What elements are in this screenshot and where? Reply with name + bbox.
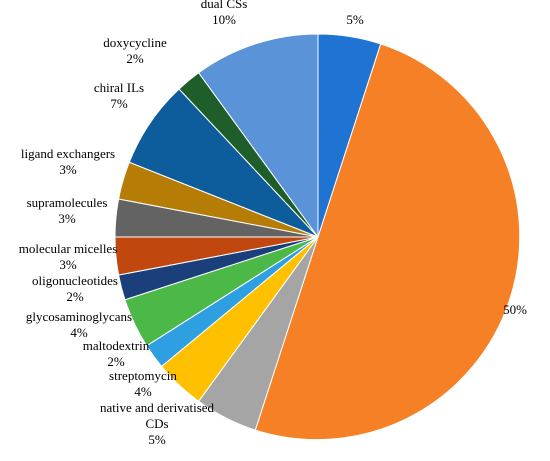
slice-label-line: ligand exchangers — [21, 146, 115, 161]
slice-label-line: glycosaminoglycans — [26, 309, 132, 324]
slice-label-11: chiral ILs 7% — [94, 80, 144, 111]
slice-label-4: streptomycin 4% — [109, 368, 177, 399]
slice-label-line: 3% — [59, 162, 77, 177]
slice-label-line: 4% — [134, 384, 152, 399]
slice-label-line: 5% — [148, 432, 166, 447]
slice-label-line: native and derivatised — [100, 400, 215, 415]
slice-label-line: maltodextrin — [83, 338, 150, 353]
slice-label-line: 50% — [503, 302, 527, 317]
slice-label-10: ligand exchangers 3% — [21, 146, 115, 177]
slice-label-line: dual CSs — [201, 0, 248, 11]
slice-label-9: supramolecules 3% — [27, 195, 108, 226]
slice-label-7: oligonucleotides 2% — [32, 273, 118, 304]
slice-label-line: 3% — [59, 257, 77, 272]
slice-label-line: oligonucleotides — [32, 273, 118, 288]
slice-label-line: 4% — [70, 325, 88, 340]
slice-label-line: 2% — [107, 354, 125, 369]
slice-label-13: dual CSs 10% — [201, 0, 248, 27]
pie-slice-13 — [197, 33, 319, 239]
slice-label-line: supramolecules — [27, 195, 108, 210]
slice-label-line: CDs — [145, 416, 168, 431]
slice-label-8: molecular micelles 3% — [19, 241, 118, 272]
slice-label-line: molecular micelles — [19, 241, 118, 256]
slice-label-line: chiral ILs — [94, 80, 144, 95]
slice-label-2: 50% — [503, 302, 527, 317]
slice-label-5: maltodextrin 2% — [83, 338, 150, 369]
slice-label-line: 10% — [212, 12, 236, 27]
pie-slices — [114, 33, 521, 441]
slice-label-line: 3% — [58, 211, 76, 226]
slice-label-line: streptomycin — [109, 368, 177, 383]
slice-label-3: native and derivatised CDs 5% — [100, 400, 215, 447]
slice-label-1: 5% — [346, 12, 364, 27]
pie-labels: 5%50%native and derivatised CDs 5%streptom… — [19, 0, 527, 447]
slice-label-line: 7% — [110, 96, 128, 111]
slice-label-line: doxycycline — [103, 35, 167, 50]
slice-label-line: 2% — [66, 289, 84, 304]
slice-label-12: doxycycline 2% — [103, 35, 167, 66]
slice-label-line: 2% — [126, 51, 144, 66]
slice-label-6: glycosaminoglycans 4% — [26, 309, 132, 340]
pie-slice-2 — [254, 43, 521, 441]
slice-label-line: 5% — [346, 12, 364, 27]
